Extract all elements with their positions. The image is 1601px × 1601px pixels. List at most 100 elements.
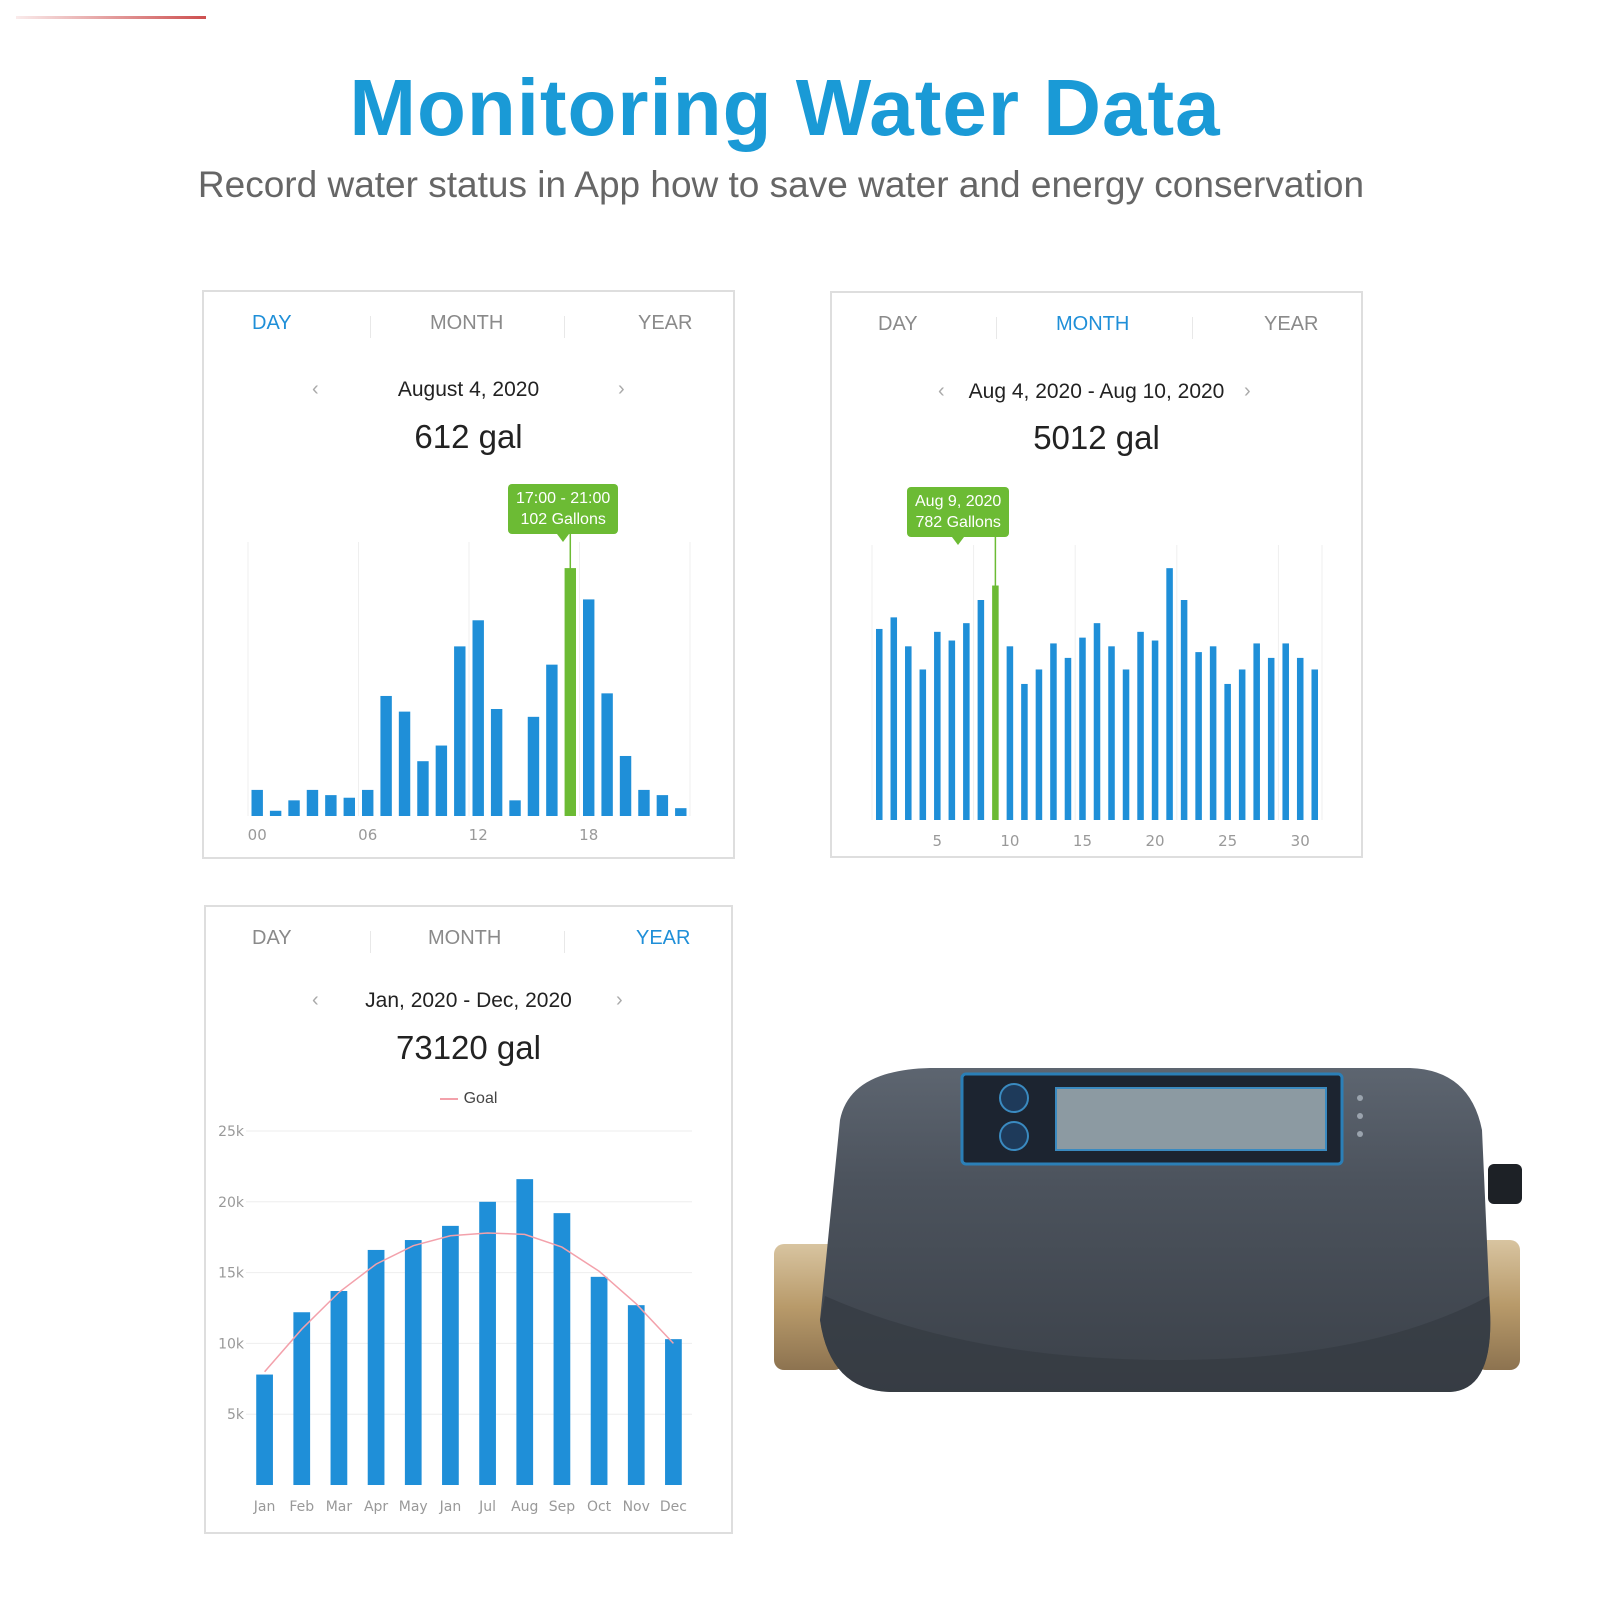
bar	[251, 789, 263, 816]
bar	[627, 1305, 645, 1485]
goal-legend-swatch	[439, 1097, 458, 1100]
prev-chevron-icon[interactable]: ‹	[312, 378, 319, 400]
bar	[919, 669, 927, 820]
bar	[1064, 657, 1072, 820]
y-tick-label: 25k	[218, 1124, 245, 1140]
mode-button-icon	[999, 1083, 1029, 1113]
x-tick-label: 15	[1073, 832, 1092, 850]
tab-month[interactable]: MONTH	[428, 927, 502, 949]
x-tick-label: May	[399, 1499, 428, 1515]
x-tick-label: Oct	[587, 1499, 612, 1515]
x-tick-label: Aug	[511, 1499, 538, 1515]
bar	[905, 646, 912, 820]
usage-total: 612 gal	[414, 418, 523, 455]
tab-month[interactable]: MONTH	[430, 312, 504, 334]
goal-legend-label: Goal	[463, 1090, 498, 1107]
bar	[665, 1339, 682, 1485]
date-range: August 4, 2020	[397, 378, 540, 401]
x-tick-label: 5	[933, 832, 943, 850]
bar	[582, 599, 595, 816]
bar	[1253, 643, 1260, 820]
bar	[1021, 683, 1028, 820]
x-tick-label: Jul	[478, 1499, 496, 1515]
power-button-icon	[999, 1121, 1029, 1151]
bar	[675, 808, 687, 816]
next-chevron-icon[interactable]: ›	[618, 378, 625, 400]
bar	[361, 789, 374, 816]
bar	[288, 800, 300, 816]
bar	[472, 620, 484, 816]
x-tick-label: 25	[1218, 832, 1237, 850]
x-tick-label: 12	[469, 826, 488, 844]
tab-month[interactable]: MONTH	[1056, 313, 1130, 335]
tooltip-amount: 782 Gallons	[915, 514, 1001, 531]
bar	[1166, 568, 1173, 820]
tab-day[interactable]: DAY	[878, 313, 918, 335]
connector-port	[1488, 1164, 1522, 1204]
bar	[454, 646, 466, 816]
bar	[1195, 652, 1202, 820]
y-tick-label: 5k	[227, 1407, 245, 1423]
bar	[490, 709, 503, 816]
bar	[1311, 669, 1319, 820]
lcd-screen	[1055, 1087, 1327, 1151]
x-tick-label: 18	[579, 826, 598, 844]
tab-year[interactable]: YEAR	[1264, 313, 1319, 335]
chart-legend: Goal	[206, 1090, 731, 1108]
x-tick-label: 00	[248, 826, 267, 844]
month-usage-card: DAY MONTH YEAR ‹ Aug 4, 2020 - Aug 10, 2…	[830, 291, 1363, 858]
next-chevron-icon[interactable]: ›	[616, 989, 623, 1011]
bar	[1180, 600, 1188, 820]
bar	[527, 716, 540, 816]
bar	[256, 1374, 273, 1485]
tooltip-time: 17:00 - 21:00	[516, 490, 611, 507]
goal-line	[264, 1232, 674, 1373]
bar	[977, 600, 985, 820]
bar	[435, 745, 448, 816]
bar	[948, 640, 956, 820]
bar	[1050, 643, 1057, 820]
bar	[367, 1249, 385, 1485]
bar	[1137, 631, 1144, 820]
next-chevron-icon[interactable]: ›	[1244, 380, 1251, 402]
bar	[398, 711, 411, 816]
year-usage-card: DAY MONTH YEAR ‹ Jan, 2020 - Dec, 2020 ›…	[204, 905, 733, 1534]
x-tick-label: Mar	[326, 1499, 353, 1515]
tab-day[interactable]: DAY	[252, 312, 292, 334]
bar	[293, 1312, 311, 1485]
bar	[1035, 669, 1043, 820]
prev-chevron-icon[interactable]: ‹	[312, 989, 319, 1011]
month-bar-chart: 5 10 15 20 25 30	[871, 529, 1323, 850]
date-range: Aug 4, 2020 - Aug 10, 2020	[968, 380, 1225, 403]
x-tick-label: 20	[1146, 832, 1165, 850]
x-tick-label: Nov	[623, 1499, 650, 1515]
x-tick-label: Jan	[439, 1499, 462, 1515]
bar	[1209, 646, 1217, 820]
tab-day[interactable]: DAY	[252, 927, 292, 949]
period-tabs: DAY MONTH YEAR	[206, 927, 731, 957]
y-tick-label: 15k	[218, 1266, 245, 1282]
bar	[417, 761, 429, 816]
bar	[590, 1276, 608, 1485]
bar	[343, 797, 356, 816]
top-accent-line	[16, 16, 206, 19]
bar	[380, 695, 392, 816]
bar	[1079, 637, 1086, 820]
page-subtitle: Record water status in App how to save w…	[197, 164, 1365, 205]
bar	[638, 789, 650, 816]
bar	[553, 1213, 571, 1485]
usage-total: 73120 gal	[396, 1029, 541, 1066]
bar	[330, 1291, 348, 1485]
period-tabs: DAY MONTH YEAR	[832, 313, 1361, 343]
tooltip-amount: 102 Gallons	[520, 511, 606, 528]
prev-chevron-icon[interactable]: ‹	[938, 380, 945, 402]
x-tick-label: 10	[1000, 832, 1019, 850]
tab-year[interactable]: YEAR	[636, 927, 691, 949]
year-bar-chart: 5k 10k 15k 20k 25k Jan Feb Mar Apr May Jan Jul Aug Se…	[218, 1124, 692, 1515]
bar	[269, 810, 282, 816]
tooltip-date: Aug 9, 2020	[915, 493, 1002, 510]
bar	[516, 1179, 534, 1485]
tab-year[interactable]: YEAR	[638, 312, 693, 334]
usage-total: 5012 gal	[1033, 419, 1160, 456]
bar	[875, 628, 883, 820]
